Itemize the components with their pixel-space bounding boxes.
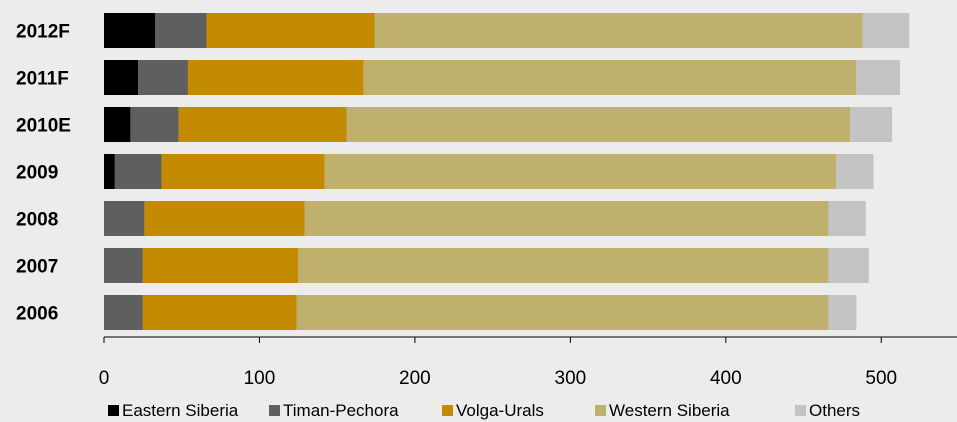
bar-2012F-series-4 — [862, 13, 910, 48]
bar-2011F-series-3 — [363, 60, 857, 95]
bar-2006-series-4 — [828, 295, 857, 330]
bar-2009-series-2 — [161, 154, 325, 189]
category-label: 2008 — [16, 210, 58, 231]
bar-2012F-series-1 — [155, 13, 207, 48]
bar-2010E-series-0 — [104, 107, 131, 142]
legend-label: Western Siberia — [609, 401, 730, 420]
category-label: 2009 — [16, 163, 58, 184]
bar-2011F-series-4 — [856, 60, 900, 95]
bar-2010E-series-2 — [178, 107, 347, 142]
category-label: 2010E — [16, 116, 71, 137]
legend-swatch — [595, 405, 606, 416]
category-label: 2006 — [16, 304, 58, 325]
x-tick-label: 500 — [865, 368, 897, 389]
bar-2007-series-4 — [828, 248, 869, 283]
legend: Eastern Siberia Timan-Pechora Volga-Urals W… — [108, 401, 860, 420]
x-axis-ticks: 0 100 200 300 400 500 — [99, 337, 897, 389]
category-labels: 2012F 2011F 2010E 2009 2008 2007 2006 — [16, 22, 71, 325]
bar-2011F-series-1 — [138, 60, 188, 95]
category-label: 2012F — [16, 22, 70, 43]
bar-2008-series-3 — [304, 201, 829, 236]
legend-label: Others — [809, 401, 860, 420]
bar-2012F-series-2 — [206, 13, 375, 48]
x-tick-label: 300 — [555, 368, 587, 389]
bar-2009-series-0 — [104, 154, 115, 189]
bars-group — [104, 13, 910, 330]
legend-swatch — [269, 405, 280, 416]
bar-2010E-series-3 — [346, 107, 851, 142]
bar-2009-series-3 — [324, 154, 837, 189]
category-label: 2007 — [16, 257, 58, 278]
bar-2011F-series-0 — [104, 60, 139, 95]
legend-swatch — [442, 405, 453, 416]
category-label: 2011F — [16, 69, 69, 90]
bar-2006-series-1 — [104, 295, 143, 330]
bar-2007-series-3 — [298, 248, 829, 283]
bar-2012F-series-0 — [104, 13, 156, 48]
legend-label: Eastern Siberia — [122, 401, 239, 420]
bar-2009-series-1 — [114, 154, 162, 189]
bar-2006-series-2 — [142, 295, 297, 330]
x-tick-label: 200 — [399, 368, 431, 389]
bar-2009-series-4 — [836, 154, 874, 189]
x-tick-label: 100 — [244, 368, 276, 389]
x-tick-label: 400 — [710, 368, 742, 389]
bar-2008-series-2 — [144, 201, 305, 236]
bar-2006-series-3 — [296, 295, 829, 330]
x-tick-label: 0 — [99, 368, 110, 389]
bar-2011F-series-2 — [187, 60, 364, 95]
legend-swatch — [108, 405, 119, 416]
bar-2008-series-4 — [828, 201, 866, 236]
legend-swatch — [795, 405, 806, 416]
legend-label: Timan-Pechora — [283, 401, 399, 420]
bar-2010E-series-1 — [130, 107, 179, 142]
bar-2010E-series-4 — [850, 107, 893, 142]
bar-2007-series-1 — [104, 248, 143, 283]
legend-label: Volga-Urals — [456, 401, 544, 420]
bar-2012F-series-3 — [374, 13, 863, 48]
bar-2008-series-1 — [104, 201, 145, 236]
bar-2007-series-2 — [142, 248, 299, 283]
